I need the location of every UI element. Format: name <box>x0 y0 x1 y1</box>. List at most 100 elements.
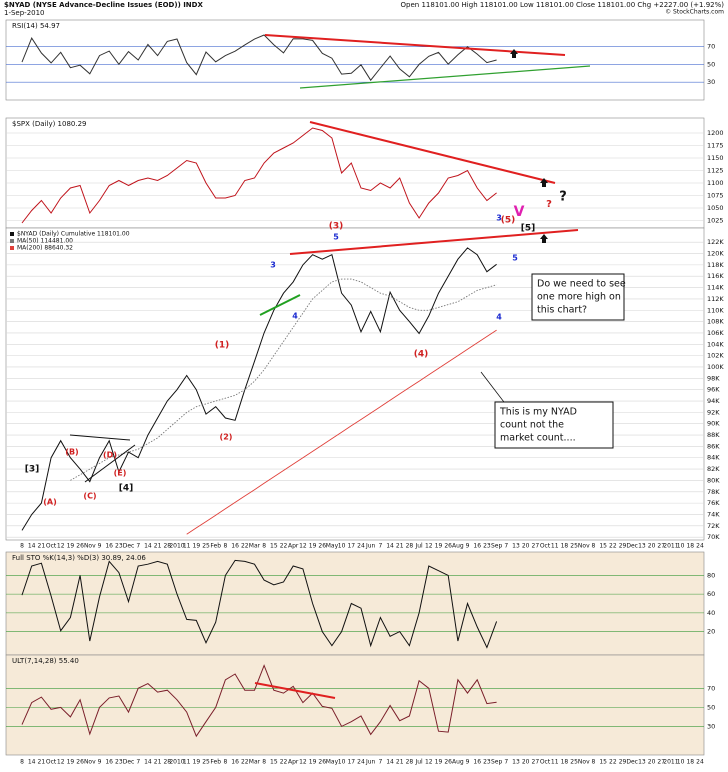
x-tick-label: 14 <box>28 543 36 550</box>
y-tick-label: 72K <box>707 522 720 530</box>
y-tick-label: 100K <box>707 363 724 371</box>
x-tick-label: 27 <box>657 543 665 550</box>
annotation: (E) <box>114 469 127 478</box>
y-tick-label: 90K <box>707 420 720 428</box>
trend-line <box>69 434 131 441</box>
y-tick-label: 106K <box>707 329 724 337</box>
y-tick-label: 30 <box>707 78 715 86</box>
x-tick-label: Dec <box>626 543 638 550</box>
x-tick-label: 11 <box>183 759 191 766</box>
y-tick-label: 84K <box>707 454 720 462</box>
x-tick-label: Sep <box>491 543 503 550</box>
x-tick-label: 27 <box>532 543 540 550</box>
x-tick-label: Dec <box>123 759 135 766</box>
series-line <box>186 329 497 535</box>
x-tick-label: 14 <box>386 543 394 550</box>
x-tick-label: 23 <box>115 543 123 550</box>
trend-line <box>254 682 336 699</box>
x-tick-label: 17 <box>347 543 355 550</box>
x-tick-label: 18 <box>561 759 569 766</box>
y-tick-label: 80K <box>707 476 720 484</box>
annotation: 4 <box>496 313 502 322</box>
x-tick-label: 8 <box>20 543 24 550</box>
x-tick-label: Dec <box>123 543 135 550</box>
panel-title: Full STO %K(14,3) %D(3) 30.89, 24.06 <box>12 554 146 562</box>
y-tick-label: 70 <box>707 684 715 692</box>
x-tick-label: 24 <box>696 543 704 550</box>
x-tick-label: Dec <box>626 759 638 766</box>
series-line <box>21 559 498 649</box>
y-tick-label: 74K <box>707 510 720 518</box>
y-tick-label: 80 <box>707 571 715 579</box>
quote: Open 118101.00 High 118101.00 Low 118101… <box>401 1 725 9</box>
x-tick-label: 10 <box>677 543 685 550</box>
y-tick-label: 1050 <box>707 204 724 212</box>
x-tick-label: 2010 <box>169 543 184 550</box>
x-tick-label: 19 <box>309 759 317 766</box>
x-tick-label: Jul <box>414 543 423 550</box>
x-tick-label: 26 <box>444 759 452 766</box>
annotation: (2) <box>220 433 233 442</box>
x-tick-label: 21 <box>154 759 162 766</box>
x-tick-label: 20 <box>648 543 656 550</box>
x-tick-label: 19 <box>193 543 201 550</box>
x-tick-label: 10 <box>338 543 346 550</box>
y-tick-label: 78K <box>707 488 720 496</box>
y-tick-label: 1200 <box>707 129 724 137</box>
y-tick-label: 110K <box>707 306 724 314</box>
x-tick-label: Feb <box>210 543 221 550</box>
x-tick-label: 14 <box>28 759 36 766</box>
x-tick-label: Feb <box>210 759 221 766</box>
legend-swatch <box>10 232 14 236</box>
x-tick-label: 19 <box>309 543 317 550</box>
x-tick-label: 8 <box>262 759 266 766</box>
x-tick-label: Mar <box>249 759 261 766</box>
x-tick-label: 19 <box>435 759 443 766</box>
x-tick-label: Mar <box>249 543 261 550</box>
x-tick-label: 13 <box>638 543 646 550</box>
x-tick-label: 7 <box>136 759 140 766</box>
x-tick-label: 2011 <box>663 543 678 550</box>
y-tick-label: 40 <box>707 609 715 617</box>
legend-label: $NYAD (Daily) Cumulative 118101.00 <box>17 231 130 238</box>
x-tick-label: Oct <box>46 543 57 550</box>
x-tick-label: 2010 <box>169 759 184 766</box>
series-line <box>70 278 497 481</box>
x-tick-label: 14 <box>144 759 152 766</box>
x-tick-label: 16 <box>231 759 239 766</box>
x-tick-label: 26 <box>318 543 326 550</box>
x-tick-label: 7 <box>378 759 382 766</box>
y-tick-label: 96K <box>707 386 720 394</box>
y-tick-label: 92K <box>707 408 720 416</box>
y-tick-label: 114K <box>707 284 724 292</box>
y-tick-label: 70K <box>707 533 720 541</box>
x-tick-label: 25 <box>570 759 578 766</box>
annotation: ? <box>546 199 552 210</box>
legend-swatch <box>10 246 14 250</box>
x-tick-label: Sep <box>491 759 503 766</box>
note-text: count not the <box>500 420 564 431</box>
panel <box>5 551 705 656</box>
x-tick-label: 12 <box>57 543 65 550</box>
y-tick-label: 60 <box>707 590 715 598</box>
x-tick-label: 12 <box>299 759 307 766</box>
x-tick-label: 8 <box>223 759 227 766</box>
x-tick-label: 11 <box>551 543 559 550</box>
annotation: (C) <box>83 492 96 501</box>
y-tick-label: 50 <box>707 60 715 68</box>
x-tick-label: 28 <box>163 543 171 550</box>
x-tick-label: 16 <box>473 543 481 550</box>
x-tick-label: 19 <box>67 759 75 766</box>
x-tick-label: 29 <box>619 543 627 550</box>
x-tick-label: Oct <box>540 759 551 766</box>
x-tick-label: 19 <box>67 543 75 550</box>
panel-title: $SPX (Daily) 1080.29 <box>12 120 86 128</box>
x-tick-label: Oct <box>46 759 57 766</box>
annotation: ? <box>559 190 567 205</box>
x-tick-label: 21 <box>154 543 162 550</box>
x-tick-label: 24 <box>357 759 365 766</box>
y-tick-label: 1150 <box>707 154 724 162</box>
x-tick-label: 26 <box>76 543 84 550</box>
x-tick-label: 15 <box>270 543 278 550</box>
x-tick-label: 28 <box>163 759 171 766</box>
